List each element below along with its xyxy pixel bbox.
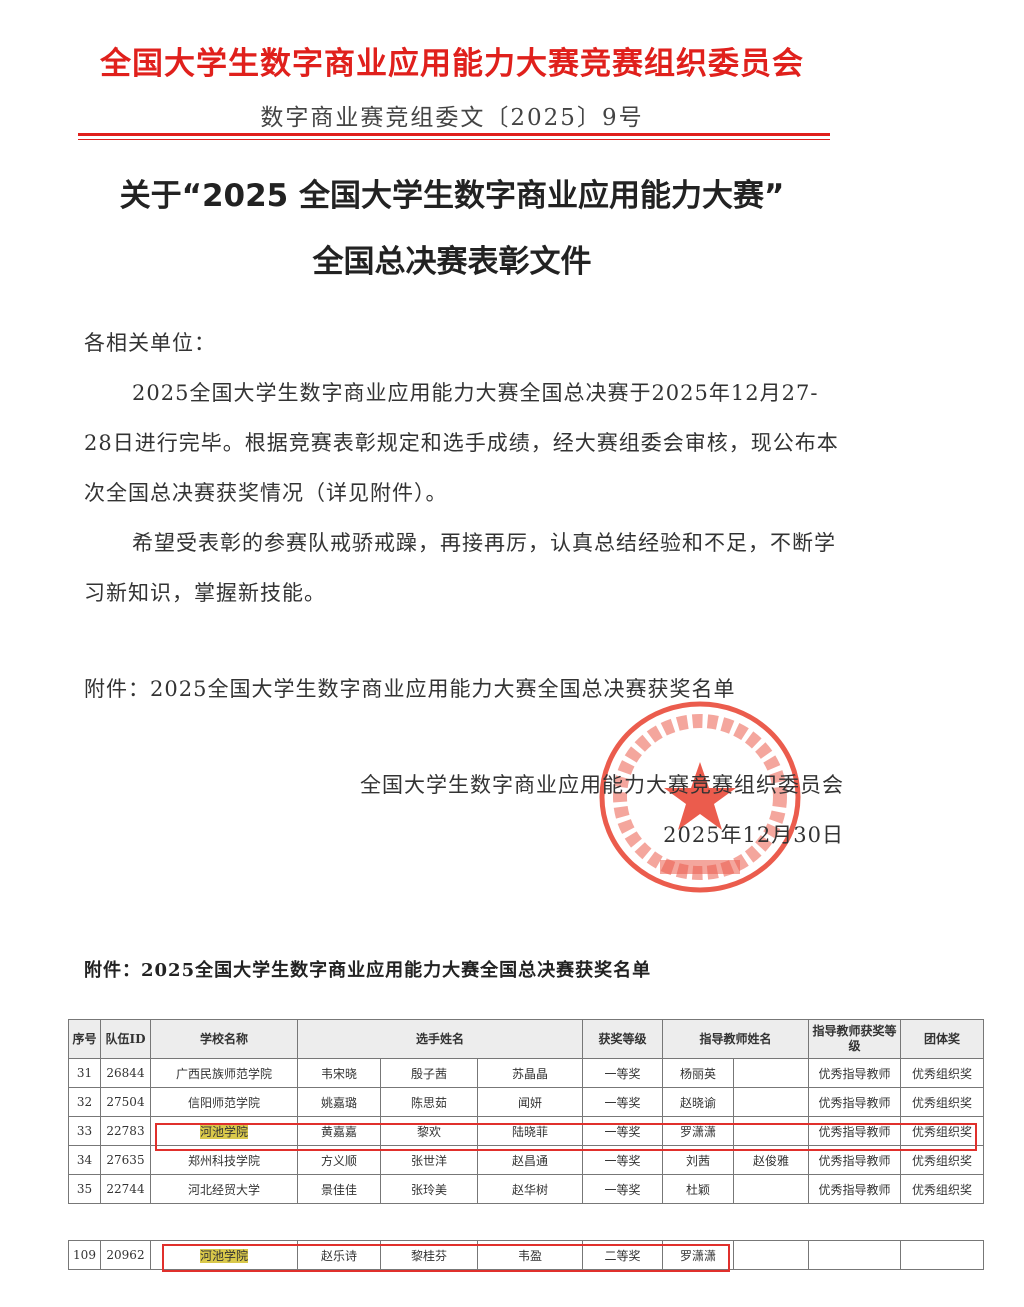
header-team-id: 队伍ID (100, 1019, 151, 1059)
table-cell: 陆晓菲 (476, 1116, 584, 1146)
table-cell: 优秀组织奖 (900, 1174, 985, 1204)
table-cell: 韦宋晓 (297, 1058, 381, 1088)
header-divider-thin (78, 139, 830, 140)
header-award: 获奖等级 (582, 1019, 664, 1059)
title-line1: 关于“2025 全国大学生数字商业应用能力大赛” (119, 178, 785, 214)
official-seal (599, 701, 801, 893)
table-cell: 黎欢 (380, 1116, 478, 1146)
table-cell: 一等奖 (582, 1058, 664, 1088)
table-cell: 优秀组织奖 (900, 1087, 985, 1117)
table-row: 33 22783 河池学院 黄嘉嘉 黎欢 陆晓菲 一等奖 罗潇潇 优秀指导教师 优秀组织奖 (68, 1116, 985, 1146)
table-cell (733, 1087, 810, 1117)
awards-table: 序号 队伍ID 学校名称 选手姓名 获奖等级 指导教师姓名 指导教师获奖等级 团… (68, 1019, 985, 1204)
table-cell: 河北经贸大学 (150, 1174, 298, 1204)
title-line2: 全国总决赛表彰文件 (312, 244, 592, 280)
table-cell: 黄嘉嘉 (297, 1116, 381, 1146)
table-cell: 闻妍 (476, 1087, 584, 1117)
table-cell: 32 (68, 1087, 101, 1117)
table-cell: 优秀指导教师 (808, 1058, 902, 1088)
table-cell (733, 1174, 810, 1204)
annex-title: 附件：2025全国大学生数字商业应用能力大赛全国总决赛获奖名单 (84, 960, 652, 981)
paragraph-2: 希望受表彰的参赛队戒骄戒躁，再接再厉，认真总结经验和不足，不断学习新知识，掌握新… (84, 531, 836, 605)
highlight-box-row-109 (162, 1244, 730, 1272)
table-cell: 罗潇潇 (662, 1116, 735, 1146)
highlighted-school: 河池学院 (199, 1124, 248, 1139)
table-cell: 一等奖 (582, 1116, 664, 1146)
table-cell: 31 (68, 1058, 101, 1088)
table-cell (808, 1240, 901, 1270)
table-cell: 杜颖 (662, 1174, 735, 1204)
header-school: 学校名称 (150, 1019, 298, 1059)
table-cell: 姚嘉璐 (297, 1087, 381, 1117)
header-players: 选手姓名 (296, 1019, 584, 1059)
table-row: 35 22744 河北经贸大学 景佳佳 张玲美 赵华树 一等奖 杜颖 优秀指导教师 优秀组织奖 (68, 1174, 985, 1204)
table-cell: 一等奖 (582, 1087, 664, 1117)
table-cell: 109 (68, 1240, 101, 1270)
table-cell: 27635 (100, 1145, 151, 1175)
table-cell: 33 (68, 1116, 101, 1146)
table-cell: 殷子茜 (380, 1058, 478, 1088)
salutation: 各相关单位： (84, 331, 216, 355)
table-cell (900, 1240, 984, 1270)
table-cell: 35 (68, 1174, 101, 1204)
table-cell: 赵晓谕 (662, 1087, 735, 1117)
date: 2025年12月30日 (663, 823, 844, 847)
signature: 全国大学生数字商业应用能力大赛竞赛组织委员会 (360, 773, 844, 797)
header-divider (78, 133, 830, 136)
table-cell (733, 1058, 810, 1088)
table-cell (733, 1240, 809, 1270)
table-cell: 20962 (100, 1240, 151, 1270)
table-cell (733, 1116, 810, 1146)
organization-header: 全国大学生数字商业应用能力大赛竞赛组织委员会 (100, 46, 804, 82)
table-cell: 广西民族师范学院 (150, 1058, 298, 1088)
table-cell: 信阳师范学院 (150, 1087, 298, 1117)
table-cell: 杨丽英 (662, 1058, 735, 1088)
header-teachers: 指导教师姓名 (662, 1019, 810, 1059)
table-cell: 22744 (100, 1174, 151, 1204)
header-teacher-award: 指导教师获奖等级 (808, 1019, 902, 1059)
document-body: 各相关单位： 2025全国大学生数字商业应用能力大赛全国总决赛于2025年12月… (84, 318, 844, 860)
table-cell: 陈思茹 (380, 1087, 478, 1117)
star-icon (664, 762, 736, 830)
highlight-box-row-33 (155, 1123, 977, 1151)
table-row: 32 27504 信阳师范学院 姚嘉璐 陈思茹 闻妍 一等奖 赵晓谕 优秀指导教师 优秀组织奖 (68, 1087, 985, 1117)
table-cell: 22783 (100, 1116, 151, 1146)
header-team-award: 团体奖 (900, 1019, 985, 1059)
table-cell: 34 (68, 1145, 101, 1175)
table-row: 31 26844 广西民族师范学院 韦宋晓 殷子茜 苏晶晶 一等奖 杨丽英 优秀指导教师 优秀组织… (68, 1058, 985, 1088)
paragraph-1: 2025全国大学生数字商业应用能力大赛全国总决赛于2025年12月27-28日进… (84, 381, 839, 505)
table-cell: 优秀组织奖 (900, 1116, 985, 1146)
header-index: 序号 (68, 1019, 101, 1059)
document-number: 数字商业赛竞组委文〔2025〕9号 (260, 105, 644, 131)
table-cell: 景佳佳 (297, 1174, 381, 1204)
table-cell: 优秀指导教师 (808, 1087, 902, 1117)
table-cell: 一等奖 (582, 1174, 664, 1204)
table-cell: 苏晶晶 (476, 1058, 584, 1088)
highlighted-school: 河池学院 (199, 1248, 248, 1263)
table-header: 序号 队伍ID 学校名称 选手姓名 获奖等级 指导教师姓名 指导教师获奖等级 团… (68, 1019, 985, 1059)
table-cell: 张玲美 (380, 1174, 478, 1204)
table-cell: 优秀指导教师 (808, 1174, 902, 1204)
table-cell: 优秀组织奖 (900, 1058, 985, 1088)
attachment-note: 附件：2025全国大学生数字商业应用能力大赛全国总决赛获奖名单 (84, 677, 736, 701)
table-cell: 27504 (100, 1087, 151, 1117)
table-cell: 26844 (100, 1058, 151, 1088)
table-cell: 赵华树 (476, 1174, 584, 1204)
